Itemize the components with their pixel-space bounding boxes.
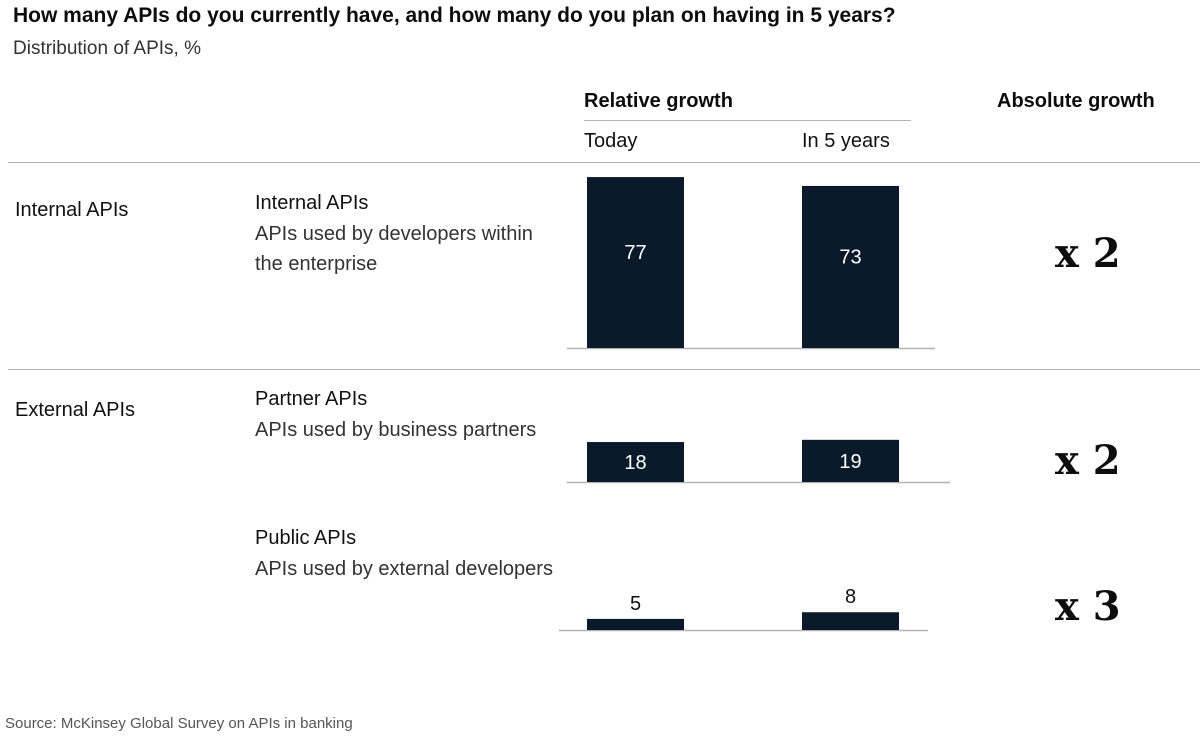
bar-label-public-apis-in-5-years: 8 bbox=[845, 586, 856, 608]
bar-internal-apis-today bbox=[587, 177, 684, 348]
header-relative-growth: Relative growth bbox=[584, 90, 733, 112]
chart-subtitle: Distribution of APIs, % bbox=[13, 38, 201, 59]
group-label-internal: Internal APIs bbox=[15, 199, 129, 221]
row-desc-public: APIs used by external developers bbox=[255, 558, 553, 580]
bar-label-partner-apis-in-5-years: 19 bbox=[839, 451, 861, 473]
absolute-growth-partner: x 2 bbox=[1055, 437, 1121, 484]
section-divider-top bbox=[8, 162, 1200, 163]
bar-partner-apis-today bbox=[587, 442, 684, 482]
row-title-partner: Partner APIs bbox=[255, 388, 368, 410]
column-in-5-years-label: In 5 years bbox=[802, 130, 890, 152]
header-absolute-growth: Absolute growth bbox=[997, 90, 1155, 112]
source-note: Source: McKinsey Global Survey on APIs i… bbox=[5, 715, 353, 732]
row-desc-internal: APIs used by developers within the enter… bbox=[255, 223, 533, 275]
bar-label-partner-apis-today: 18 bbox=[624, 452, 646, 474]
absolute-growth-public: x 3 bbox=[1055, 583, 1121, 630]
row-title-public: Public APIs bbox=[255, 527, 357, 549]
row-desc-partner: APIs used by business partners bbox=[255, 419, 537, 441]
chart-title: How many APIs do you currently have, and… bbox=[13, 4, 896, 27]
bar-label-public-apis-today: 5 bbox=[630, 593, 641, 615]
bar-internal-apis-in-5-years bbox=[802, 185, 899, 348]
bar-label-internal-apis-today: 77 bbox=[624, 242, 646, 264]
row-title-internal: Internal APIs bbox=[255, 192, 369, 214]
bar-public-apis-today bbox=[587, 618, 684, 630]
bar-label-internal-apis-in-5-years: 73 bbox=[839, 247, 861, 269]
bar-partner-apis-in-5-years bbox=[802, 439, 899, 482]
header-relative-underline bbox=[584, 120, 911, 121]
section-divider-middle bbox=[8, 369, 1200, 370]
group-label-external: External APIs bbox=[15, 399, 136, 421]
bar-public-apis-in-5-years bbox=[802, 612, 899, 630]
absolute-growth-internal: x 2 bbox=[1055, 230, 1121, 277]
column-today-label: Today bbox=[584, 130, 638, 152]
